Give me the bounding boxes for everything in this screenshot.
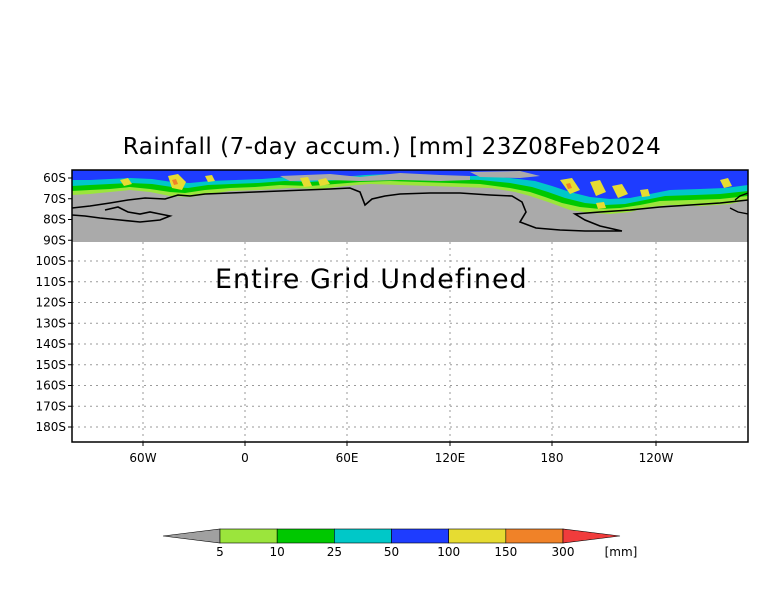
y-tick-label: 130S xyxy=(35,316,66,330)
y-tick-label: 170S xyxy=(35,399,66,413)
colorbar-label: 50 xyxy=(384,545,399,559)
colorbar-unit: [mm] xyxy=(605,545,638,559)
colorbar-label: 300 xyxy=(552,545,575,559)
x-tick-label: 120E xyxy=(435,451,466,465)
x-tick-label: 120W xyxy=(639,451,674,465)
y-tick-label: 160S xyxy=(35,379,66,393)
y-tick-label: 110S xyxy=(35,275,66,289)
colorbar-label: 5 xyxy=(216,545,224,559)
y-tick-label: 100S xyxy=(35,254,66,268)
y-tick-label: 150S xyxy=(35,358,66,372)
y-axis: 60S 70S 80S 90S 100S 110S 120S 130S 140S 150S 160S… xyxy=(35,171,72,434)
colorbar-segment xyxy=(448,528,507,544)
plot-frame xyxy=(71,169,749,443)
x-tick-label: 180 xyxy=(541,451,564,465)
colorbar-segment xyxy=(391,528,449,544)
colorbar-left-arrow xyxy=(162,528,221,544)
colorbar-label: 25 xyxy=(327,545,342,559)
x-axis: 60W 0 60E 120E 180 120W xyxy=(129,442,674,465)
colorbar-label: 150 xyxy=(494,545,517,559)
colorbar-segment xyxy=(276,528,335,544)
precip-band-blue xyxy=(72,170,748,199)
x-tick-label: 60E xyxy=(336,451,359,465)
antarctic-peninsula xyxy=(72,206,173,223)
y-tick-label: 80S xyxy=(43,213,66,227)
colorbar-label: 10 xyxy=(270,545,285,559)
rainfall-field xyxy=(72,170,748,242)
colorbar-right-arrow xyxy=(562,528,621,544)
colorbar-label: 100 xyxy=(437,545,460,559)
colorbar-segment xyxy=(505,528,564,544)
y-tick-label: 120S xyxy=(35,296,66,310)
y-tick-label: 90S xyxy=(43,233,66,247)
very-heavy-rain-spots xyxy=(172,179,572,189)
antarctica-coastline xyxy=(72,187,748,232)
undefined-patch xyxy=(280,173,470,181)
undefined-patch xyxy=(470,171,540,178)
colorbar-segment xyxy=(334,528,392,544)
undefined-grid-message: Entire Grid Undefined xyxy=(215,264,528,295)
y-tick-label: 70S xyxy=(43,192,66,206)
y-tick-label: 180S xyxy=(35,420,66,434)
y-tick-label: 140S xyxy=(35,337,66,351)
y-tick-label: 60S xyxy=(43,171,66,185)
x-tick-label: 0 xyxy=(241,451,249,465)
colorbar-segment xyxy=(219,528,278,544)
heavy-rain-spots xyxy=(120,174,732,209)
ross-ice-shelf xyxy=(729,192,748,215)
x-tick-label: 60W xyxy=(129,451,156,465)
colorbar: 5 10 25 50 100 150 300 [mm] xyxy=(162,528,638,559)
map-title: Rainfall (7-day accum.) [mm] 23Z08Feb202… xyxy=(122,134,662,160)
